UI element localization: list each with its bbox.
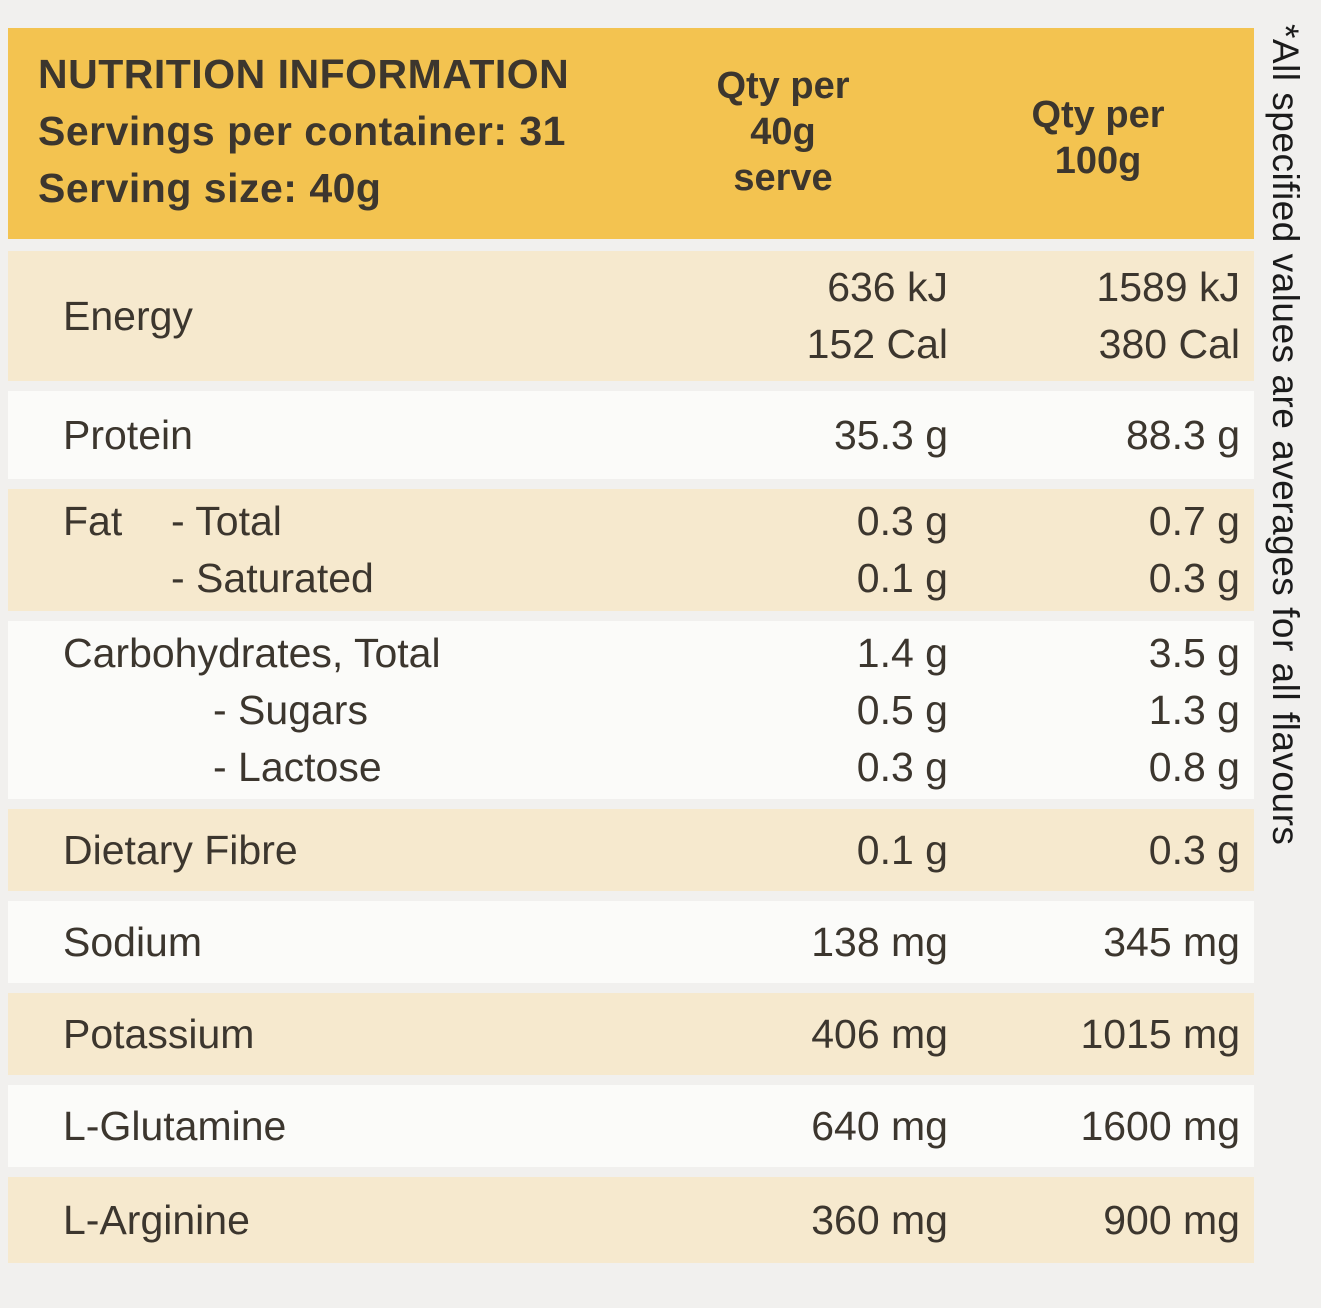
value-100g: 88.3 g: [1126, 411, 1240, 458]
energy-kj-per-100g: 1589 kJ: [1096, 264, 1240, 310]
row-label: L-Glutamine: [63, 1102, 287, 1149]
value-40g: 406 mg: [811, 1010, 948, 1057]
carbohydrates-lactose-label: - Lactose: [213, 743, 382, 790]
carbs-total-per-serve: 1.4 g: [856, 629, 948, 676]
value-40g: 35.3 g: [834, 411, 948, 458]
row-potassium: Potassium 406 mg 1015 mg: [8, 993, 1254, 1075]
header-text-block: NUTRITION INFORMATION Servings per conta…: [38, 46, 618, 217]
row-l-glutamine: L-Glutamine 640 mg 1600 mg: [8, 1085, 1254, 1167]
nutrition-label: NUTRITION INFORMATION Servings per conta…: [8, 28, 1254, 1273]
row-fat: Fat - Total - Saturated 0.3 g 0.1 g 0.7 g…: [8, 489, 1254, 611]
sugars-per-serve: 0.5 g: [856, 686, 948, 733]
fat-label: Fat: [63, 498, 123, 544]
row-label: L-Arginine: [63, 1196, 250, 1243]
value-40g: 360 mg: [811, 1196, 948, 1243]
qty-per-serve-column-header: Qty per 40g serve: [716, 64, 850, 199]
energy-kj-per-serve: 636 kJ: [827, 264, 948, 310]
value-100g: 0.3 g: [1148, 826, 1240, 873]
carbohydrates-total-label: Carbohydrates, Total: [63, 629, 441, 676]
row-sodium: Sodium 138 mg 345 mg: [8, 901, 1254, 983]
value-100g: 1589 kJ 380 Cal: [948, 259, 1240, 373]
row-label: Sodium: [63, 918, 203, 965]
row-energy: Energy 636 kJ 152 Cal 1589 kJ 380 Cal: [8, 251, 1254, 381]
value-100g: 1600 mg: [1080, 1102, 1240, 1149]
carbs-total-per-100g: 3.5 g: [1148, 629, 1240, 676]
fat-total-per-serve: 0.3 g: [856, 498, 948, 544]
row-label: Energy: [63, 292, 193, 339]
flavour-footnote: *All specified values are averages for a…: [1265, 24, 1306, 846]
row-dietary-fibre: Dietary Fibre 0.1 g 0.3 g: [8, 809, 1254, 891]
lactose-per-100g: 0.8 g: [1148, 743, 1240, 790]
fat-total-line: Fat - Total: [63, 493, 618, 550]
row-label: Potassium: [63, 1010, 255, 1057]
row-l-arginine: L-Arginine 360 mg 900 mg: [8, 1177, 1254, 1263]
fat-total-label: - Total: [171, 498, 282, 544]
row-label: Fat - Total - Saturated: [63, 493, 618, 607]
row-carbohydrates: Carbohydrates, Total - Sugars - Lactose …: [8, 621, 1254, 799]
fat-saturated-label: - Saturated: [171, 555, 374, 601]
value-100g: 345 mg: [1103, 918, 1240, 965]
value-100g: 1015 mg: [1080, 1010, 1240, 1057]
value-40g: 640 mg: [811, 1102, 948, 1149]
value-100g: 900 mg: [1103, 1196, 1240, 1243]
energy-cal-per-serve: 152 Cal: [806, 321, 948, 367]
row-label: Dietary Fibre: [63, 826, 298, 873]
nutrition-header: NUTRITION INFORMATION Servings per conta…: [8, 28, 1254, 239]
row-label: Protein: [63, 411, 193, 458]
value-40g: 636 kJ 152 Cal: [618, 259, 948, 373]
fat-saturated-line: - Saturated: [63, 550, 618, 607]
energy-cal-per-100g: 380 Cal: [1098, 321, 1240, 367]
value-100g: 3.5 g 1.3 g 0.8 g: [948, 625, 1240, 796]
value-40g: 138 mg: [811, 918, 948, 965]
fat-saturated-per-100g: 0.3 g: [1148, 555, 1240, 601]
carbohydrates-sugars-label: - Sugars: [213, 686, 368, 733]
value-100g: 0.7 g 0.3 g: [948, 493, 1240, 607]
serving-size: Serving size: 40g: [38, 165, 382, 211]
servings-per-container: Servings per container: 31: [38, 108, 566, 154]
lactose-per-serve: 0.3 g: [856, 743, 948, 790]
value-40g: 0.3 g 0.1 g: [618, 493, 948, 607]
sugars-per-100g: 1.3 g: [1148, 686, 1240, 733]
row-protein: Protein 35.3 g 88.3 g: [8, 391, 1254, 479]
fat-total-per-100g: 0.7 g: [1148, 498, 1240, 544]
value-40g: 1.4 g 0.5 g 0.3 g: [618, 625, 948, 796]
label-title: NUTRITION INFORMATION: [38, 51, 570, 97]
fat-saturated-per-serve: 0.1 g: [856, 555, 948, 601]
row-label: Carbohydrates, Total - Sugars - Lactose: [63, 625, 618, 796]
value-40g: 0.1 g: [856, 826, 948, 873]
qty-per-100g-column-header: Qty per 100g: [1031, 93, 1165, 182]
